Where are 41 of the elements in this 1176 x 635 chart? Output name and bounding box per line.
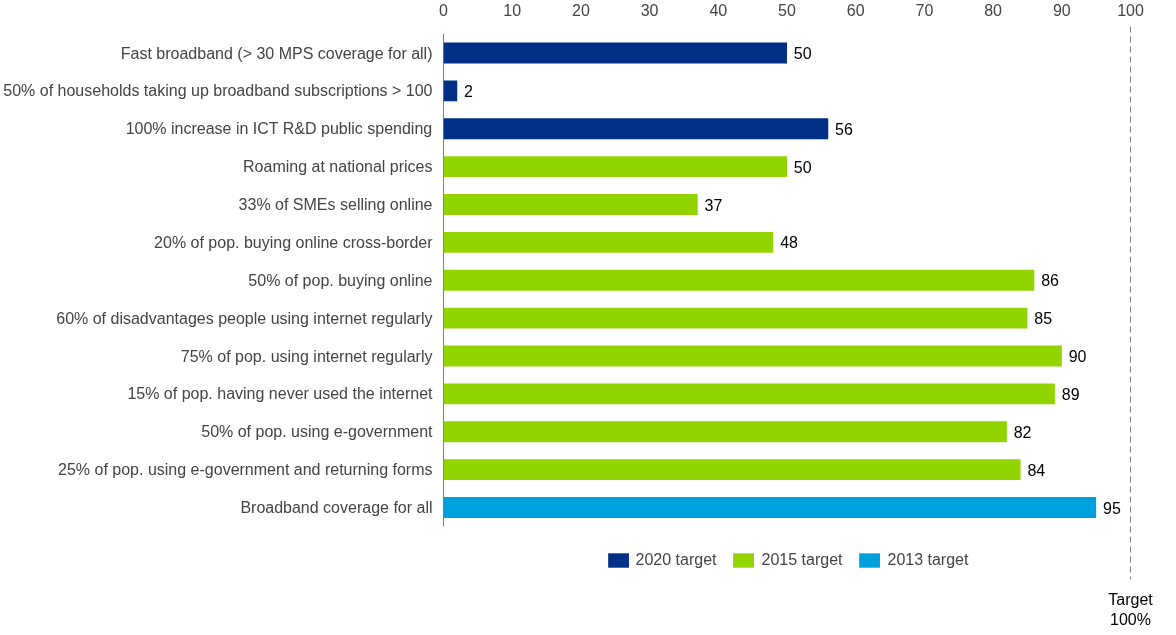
x-tick-label: 50	[778, 1, 796, 19]
data-label: 84	[1027, 461, 1046, 479]
x-tick-label: 0	[439, 1, 449, 19]
x-tick-label: 100	[1117, 1, 1144, 19]
data-label: 56	[835, 120, 853, 138]
data-label: 89	[1061, 385, 1080, 403]
y-tick-label: 60% of disadvantages people using internet regularly	[56, 309, 433, 327]
data-label: 2	[464, 82, 474, 100]
y-tick-label: Fast broadband (> 30 MPS coverage for all)	[120, 44, 433, 62]
legend-label: 2015 target	[761, 551, 843, 569]
y-tick-label: 100% increase in ICT R&D public spending	[125, 120, 433, 138]
data-label: 82	[1013, 423, 1032, 441]
x-tick-label: 30	[640, 1, 659, 19]
x-tick-label: 80	[984, 1, 1003, 19]
data-label: 48	[780, 234, 799, 252]
y-tick-label: 33% of SMEs selling online	[238, 196, 433, 214]
x-tick-label: 10	[503, 1, 522, 19]
y-tick-label: 75% of pop. using internet regularly	[180, 347, 433, 365]
data-label: 85	[1034, 310, 1053, 328]
data-label: 50	[793, 45, 812, 63]
data-label: 37	[704, 196, 723, 214]
y-tick-label: 20% of pop. buying online cross-border	[154, 233, 434, 251]
legend-label: 2020 target	[635, 551, 717, 569]
data-label: 95	[1103, 499, 1121, 517]
y-tick-label: 50% of pop. using e-government	[201, 423, 434, 441]
ref-line-label: Target 100%	[1108, 590, 1154, 628]
x-tick-label: 40	[709, 1, 728, 19]
x-tick-label: 70	[915, 1, 934, 19]
y-tick-label: 25% of pop. using e-government and returning forms	[58, 461, 433, 479]
y-tick-label: 50% of pop. buying online	[248, 271, 433, 289]
x-tick-label: 90	[1052, 1, 1071, 19]
data-label: 86	[1041, 272, 1060, 290]
y-tick-label: Roaming at national prices	[243, 158, 433, 176]
y-tick-label: Broadband coverage for all	[240, 499, 433, 517]
legend-label: 2013 target	[887, 551, 969, 569]
y-tick-label: 50% of households taking up broadband subscriptions > 100	[3, 82, 433, 100]
x-tick-label: 60	[846, 1, 865, 19]
x-tick-label: 20	[572, 1, 590, 19]
data-label: 50	[793, 158, 812, 176]
y-tick-label: 15% of pop. having never used the internet	[127, 385, 434, 403]
data-label: 90	[1068, 348, 1087, 366]
